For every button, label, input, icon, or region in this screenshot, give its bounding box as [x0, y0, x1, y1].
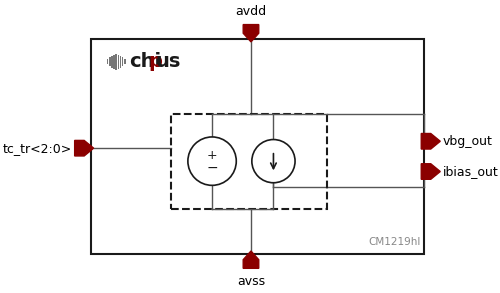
- Text: CM1219hl: CM1219hl: [368, 237, 420, 247]
- Bar: [124, 59, 126, 64]
- Polygon shape: [243, 25, 259, 42]
- Bar: [172, 114, 327, 209]
- Polygon shape: [243, 251, 259, 268]
- Bar: [91, 39, 424, 254]
- Text: avdd: avdd: [236, 5, 266, 18]
- Bar: [107, 59, 108, 64]
- Text: ibias_out: ibias_out: [443, 165, 498, 178]
- Circle shape: [252, 139, 295, 183]
- Polygon shape: [421, 164, 440, 179]
- Text: tc_tr<2:0>: tc_tr<2:0>: [3, 142, 72, 155]
- Bar: [109, 57, 110, 66]
- Text: −: −: [206, 161, 218, 175]
- Polygon shape: [74, 140, 94, 156]
- Bar: [122, 57, 124, 66]
- Bar: [120, 56, 122, 68]
- Circle shape: [188, 137, 236, 185]
- Text: vbg_out: vbg_out: [443, 135, 492, 148]
- Bar: [114, 55, 115, 69]
- Polygon shape: [421, 134, 440, 149]
- Bar: [118, 55, 119, 69]
- Bar: [116, 54, 117, 69]
- Text: us: us: [155, 52, 180, 71]
- Text: p: p: [148, 52, 162, 71]
- Text: +: +: [207, 149, 218, 162]
- Bar: [111, 56, 112, 68]
- Text: chi: chi: [129, 52, 161, 71]
- Text: avss: avss: [237, 275, 265, 288]
